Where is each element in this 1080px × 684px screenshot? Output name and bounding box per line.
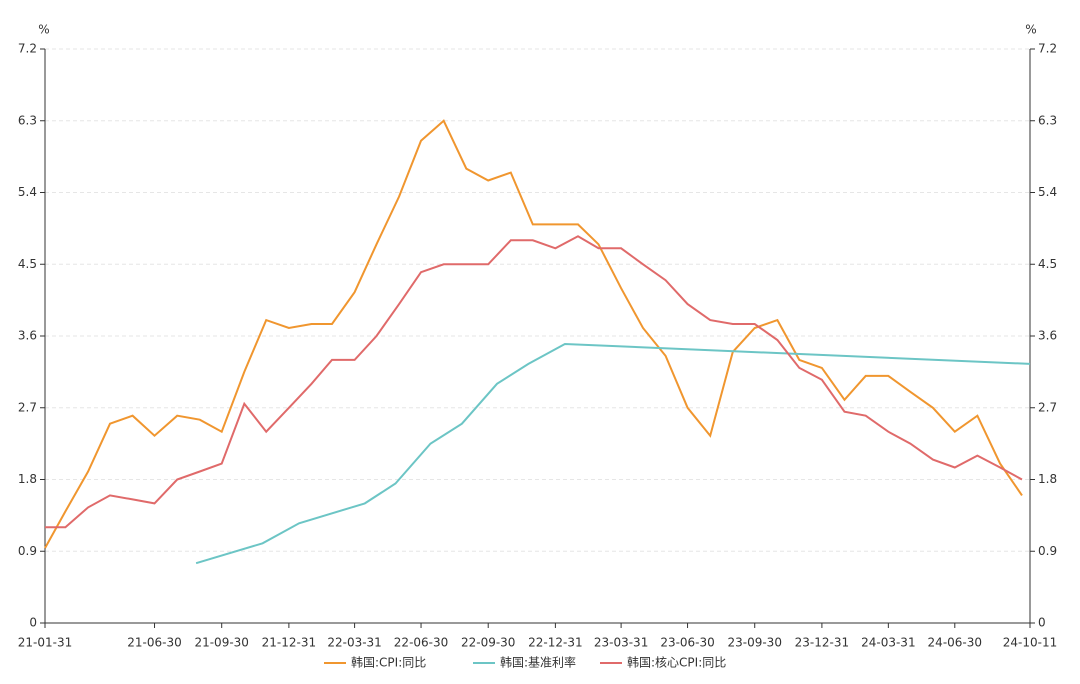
y2-tick-label: 0 — [1038, 616, 1046, 630]
y-tick-label: 2.7 — [18, 400, 37, 414]
x-tick-label: 23-03-31 — [594, 636, 648, 650]
y2-tick-label: 2.7 — [1038, 400, 1057, 414]
x-tick-label: 23-06-30 — [660, 636, 714, 650]
x-tick-label: 23-12-31 — [795, 636, 849, 650]
y2-tick-label: 3.6 — [1038, 329, 1057, 343]
x-tick-label: 22-03-31 — [327, 636, 381, 650]
x-tick-label: 22-06-30 — [394, 636, 448, 650]
y2-tick-label: 6.3 — [1038, 113, 1057, 127]
x-tick-label: 22-09-30 — [461, 636, 515, 650]
y-tick-label: 0.9 — [18, 544, 37, 558]
x-tick-label: 24-10-11 — [1003, 636, 1057, 650]
y-tick-label: 7.2 — [18, 42, 37, 56]
y-unit: % — [38, 23, 49, 37]
x-tick-label: 21-09-30 — [194, 636, 248, 650]
legend-label: 韩国:CPI:同比 — [351, 655, 426, 670]
legend-label: 韩国:核心CPI:同比 — [627, 655, 726, 670]
y-tick-label: 6.3 — [18, 113, 37, 127]
x-tick-label: 21-01-31 — [18, 636, 72, 650]
y2-tick-label: 0.9 — [1038, 544, 1057, 558]
y2-tick-label: 5.4 — [1038, 185, 1057, 199]
series-line — [44, 119, 1023, 549]
x-tick-label: 23-09-30 — [727, 636, 781, 650]
series-line — [195, 342, 1031, 565]
y2-tick-label: 7.2 — [1038, 42, 1057, 56]
y2-tick-label: 4.5 — [1038, 257, 1057, 271]
x-tick-label: 21-12-31 — [262, 636, 316, 650]
y2-unit: % — [1025, 23, 1036, 37]
y-tick-label: 5.4 — [18, 185, 37, 199]
x-tick-label: 21-06-30 — [127, 636, 181, 650]
y2-tick-label: 1.8 — [1038, 472, 1057, 486]
y-tick-label: 1.8 — [18, 472, 37, 486]
x-tick-label: 24-03-31 — [861, 636, 915, 650]
y-tick-label: 0 — [29, 616, 37, 630]
x-tick-label: 22-12-31 — [528, 636, 582, 650]
series-line — [45, 235, 1023, 529]
y-tick-label: 4.5 — [18, 257, 37, 271]
y-tick-label: 3.6 — [18, 329, 37, 343]
legend-label: 韩国:基准利率 — [500, 655, 576, 670]
x-tick-label: 24-06-30 — [928, 636, 982, 650]
